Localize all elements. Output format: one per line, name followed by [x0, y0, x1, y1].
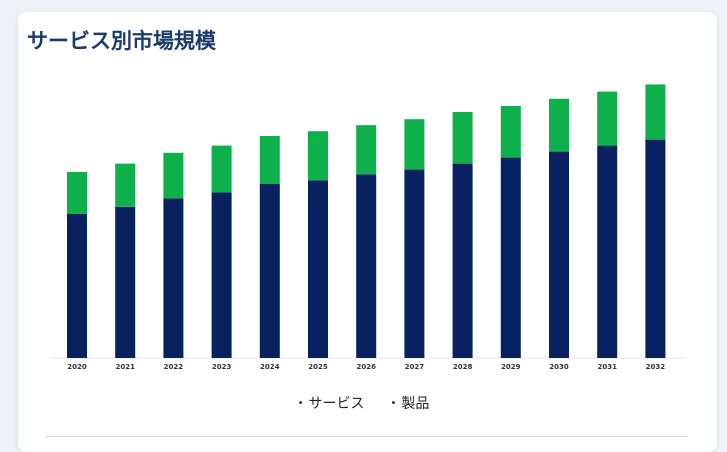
- x-tick-label: 2030: [549, 363, 569, 371]
- bar-2022-series-2: [163, 152, 184, 199]
- bar-2028-series-2: [452, 112, 473, 164]
- bar-2028-series-1: [452, 163, 473, 358]
- x-tick-label: 2028: [453, 363, 473, 371]
- bar-2022-series-1: [163, 198, 184, 358]
- bar-2032-series-1: [645, 139, 666, 358]
- bars-group: [67, 84, 666, 358]
- page-title: サービス別市場規模: [27, 29, 216, 53]
- x-tick-label: 2027: [405, 363, 425, 371]
- divider: [45, 436, 688, 437]
- legend-label-service: サービス: [308, 396, 365, 412]
- x-tick-label: 2026: [356, 363, 376, 371]
- chart-legend: • サービス • 製品: [0, 393, 727, 413]
- bar-2021-series-2: [115, 163, 136, 207]
- bar-2032-series-2: [645, 84, 666, 140]
- x-tick-labels: 2020 2021 2022 2023 2024 2025 2026 2027 2028 2029…: [67, 363, 665, 371]
- x-tick-label: 2031: [597, 363, 617, 371]
- bar-2031-series-2: [597, 91, 618, 146]
- x-tick-label: 2029: [501, 363, 521, 371]
- bar-2024-series-2: [259, 136, 280, 184]
- bar-2027-series-2: [404, 119, 425, 170]
- bar-2023-series-2: [211, 145, 232, 193]
- legend-bullet-icon: •: [390, 397, 397, 409]
- x-tick-label: 2025: [308, 363, 328, 371]
- bar-2029-series-1: [500, 157, 521, 358]
- x-tick-label: 2024: [260, 363, 280, 371]
- bar-2020-series-2: [67, 172, 87, 214]
- bar-2021-series-1: [115, 206, 136, 358]
- legend-bullet-icon: •: [297, 397, 304, 409]
- bar-2025-series-2: [308, 131, 328, 181]
- bar-2025-series-1: [308, 180, 328, 358]
- bar-2020-series-1: [67, 214, 87, 358]
- bar-2029-series-2: [500, 106, 521, 158]
- x-tick-label: 2020: [67, 363, 87, 371]
- bar-2027-series-1: [404, 169, 425, 358]
- bar-2024-series-1: [259, 184, 280, 358]
- x-tick-label: 2022: [164, 363, 184, 371]
- legend-item-product[interactable]: • 製品: [391, 393, 430, 413]
- bar-2026-series-2: [356, 125, 377, 175]
- bar-2030-series-1: [549, 151, 569, 358]
- bar-2030-series-2: [549, 98, 569, 152]
- legend-item-service[interactable]: • サービス: [298, 393, 365, 413]
- bar-2026-series-1: [356, 174, 377, 358]
- bar-2031-series-1: [597, 145, 618, 358]
- x-tick-label: 2032: [646, 363, 666, 371]
- x-tick-label: 2021: [115, 363, 135, 371]
- bar-2023-series-1: [211, 192, 232, 358]
- legend-label-product: 製品: [401, 396, 430, 412]
- x-tick-label: 2023: [212, 363, 232, 371]
